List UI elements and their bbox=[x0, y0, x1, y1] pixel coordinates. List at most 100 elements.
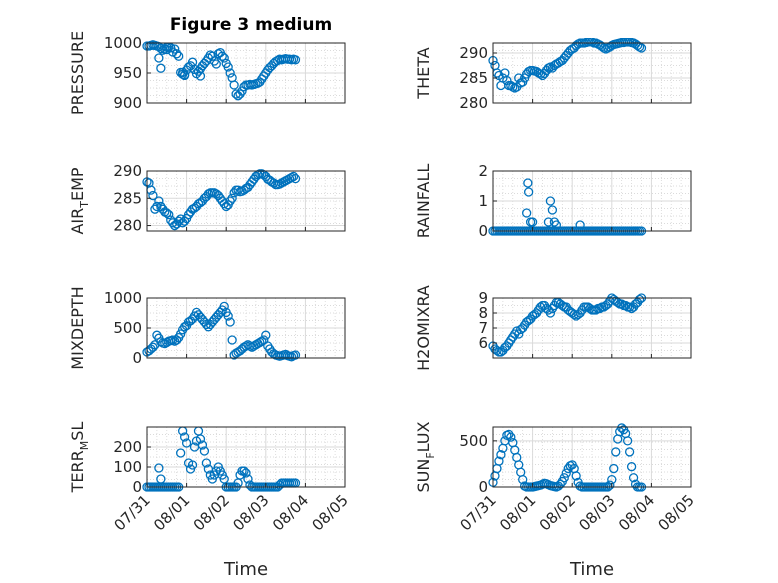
y-tick-label: 285 bbox=[113, 189, 142, 207]
y-axis-label: H2OMIXRA bbox=[414, 285, 433, 371]
data-point bbox=[199, 446, 210, 456]
data-point bbox=[172, 49, 182, 59]
data-point bbox=[179, 216, 190, 226]
data-point bbox=[243, 474, 253, 484]
data-point bbox=[571, 471, 581, 481]
data-point bbox=[545, 196, 556, 206]
data-point bbox=[569, 309, 579, 320]
y-tick-label: 290 bbox=[113, 162, 142, 180]
data-point bbox=[634, 294, 645, 305]
y-tick-label: 7 bbox=[478, 319, 488, 337]
data-point bbox=[522, 208, 532, 218]
data-point bbox=[181, 438, 192, 448]
y-tick-label: 285 bbox=[459, 69, 488, 87]
data-series bbox=[142, 169, 301, 231]
data-point bbox=[201, 458, 212, 468]
data-point bbox=[164, 209, 174, 220]
y-tick-label: 0 bbox=[478, 478, 488, 496]
subplot-rainfall: 0 1 2 RAINFALL bbox=[414, 162, 692, 240]
data-point bbox=[535, 302, 546, 312]
x-axis-label: Time bbox=[223, 559, 268, 580]
data-point bbox=[225, 68, 235, 78]
data-point bbox=[211, 59, 221, 69]
data-point bbox=[559, 473, 569, 483]
data-point bbox=[156, 63, 166, 73]
y-axis-label: PRESSURE bbox=[68, 31, 87, 115]
subplot-mixdepth: 0 500 1000 MIXDEPTH bbox=[68, 286, 346, 370]
data-point bbox=[605, 480, 615, 490]
data-point bbox=[523, 178, 533, 188]
y-tick-label: 1 bbox=[478, 192, 488, 210]
data-point bbox=[227, 193, 237, 203]
y-tick-label: 290 bbox=[459, 44, 488, 62]
data-point bbox=[179, 70, 190, 81]
data-series bbox=[488, 293, 647, 357]
data-point bbox=[148, 342, 158, 352]
y-tick-label: 0 bbox=[478, 222, 488, 240]
y-tick-label: 9 bbox=[478, 289, 488, 307]
y-tick-label: 8 bbox=[478, 304, 488, 322]
data-point bbox=[518, 474, 528, 485]
y-tick-label: 280 bbox=[113, 217, 142, 235]
data-point bbox=[506, 432, 516, 442]
data-point bbox=[628, 473, 639, 483]
data-point bbox=[545, 308, 556, 318]
data-point bbox=[626, 462, 637, 472]
y-axis-label: RAINFALL bbox=[414, 164, 433, 239]
data-point bbox=[636, 43, 647, 53]
y-tick-label: 6 bbox=[478, 334, 488, 352]
y-axis-label: THETA bbox=[414, 47, 433, 99]
data-point bbox=[225, 317, 235, 327]
y-axis-label: TERRMSL bbox=[68, 422, 91, 494]
data-point bbox=[168, 218, 178, 228]
data-point bbox=[241, 468, 251, 478]
data-point bbox=[187, 460, 198, 470]
data-point bbox=[156, 474, 166, 484]
y-tick-label: 1000 bbox=[104, 34, 142, 52]
data-point bbox=[575, 220, 585, 230]
y-tick-label: 2 bbox=[478, 162, 488, 180]
data-point bbox=[195, 71, 206, 81]
data-point bbox=[496, 450, 506, 460]
y-tick-label: 200 bbox=[113, 438, 142, 456]
data-point bbox=[168, 335, 178, 345]
data-point bbox=[523, 187, 534, 197]
data-point bbox=[162, 208, 172, 218]
data-series bbox=[142, 301, 301, 362]
data-point bbox=[543, 217, 554, 227]
data-point bbox=[229, 80, 239, 90]
data-point bbox=[201, 319, 212, 330]
data-series bbox=[142, 40, 301, 101]
axes-box bbox=[146, 170, 346, 232]
data-point bbox=[290, 55, 301, 65]
data-point bbox=[547, 205, 558, 215]
data-point bbox=[174, 51, 184, 61]
y-tick-label: 100 bbox=[113, 458, 142, 476]
data-point bbox=[223, 311, 233, 321]
data-point bbox=[494, 456, 504, 466]
data-point bbox=[154, 53, 164, 63]
subplot-pressure: 900 950 1000 PRESSURE bbox=[68, 31, 346, 115]
data-point bbox=[555, 479, 565, 489]
data-point bbox=[207, 51, 217, 61]
data-point bbox=[551, 220, 562, 230]
data-point bbox=[561, 468, 571, 478]
data-point bbox=[609, 463, 619, 474]
data-point bbox=[622, 436, 633, 446]
data-point bbox=[288, 171, 299, 182]
data-point bbox=[152, 201, 162, 212]
axes-box bbox=[492, 426, 692, 488]
data-point bbox=[154, 463, 164, 473]
data-point bbox=[557, 300, 567, 311]
data-point bbox=[225, 196, 235, 206]
data-point bbox=[176, 448, 186, 458]
subplot-theta: 280 285 290 THETA bbox=[414, 38, 692, 112]
data-point bbox=[219, 301, 229, 312]
data-point bbox=[624, 447, 635, 457]
data-point bbox=[223, 62, 233, 72]
y-axis-label: AIRTEMP bbox=[68, 167, 91, 234]
y-tick-label: 1000 bbox=[104, 289, 142, 307]
data-point bbox=[217, 51, 227, 61]
